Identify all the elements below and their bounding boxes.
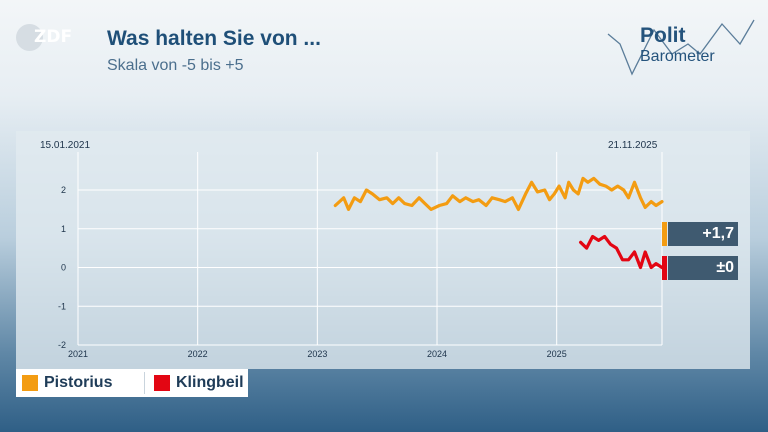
y-tick-label: 1 — [61, 224, 66, 234]
klingbeil-change-badge: ±0 — [668, 256, 738, 280]
pistorius-change-badge: +1,7 — [668, 222, 738, 246]
x-tick-label: 2022 — [188, 349, 208, 359]
y-tick-label: -1 — [58, 301, 66, 311]
chart-legend: Pistorius Klingbeil — [16, 369, 248, 397]
zdf-logo: ZDF — [34, 27, 73, 47]
end-date-label: 21.11.2025 — [608, 140, 658, 151]
y-tick-label: -2 — [58, 340, 66, 350]
chart-title: Was halten Sie von ... — [107, 27, 321, 50]
brand-polit: Polit — [640, 24, 686, 47]
brand-barometer: Barometer — [640, 48, 715, 65]
start-date-label: 15.01.2021 — [40, 140, 91, 151]
series-line-pistorius — [333, 176, 664, 211]
legend-swatch-klingbeil — [154, 375, 170, 391]
legend-divider — [144, 372, 145, 394]
legend-label-klingbeil: Klingbeil — [176, 374, 244, 391]
legend-swatch-pistorius — [22, 375, 38, 391]
y-tick-label: 0 — [61, 263, 66, 273]
politbarometer-logo-graphic — [607, 19, 755, 76]
x-tick-label: 2025 — [547, 349, 567, 359]
klingbeil-change-bar — [662, 256, 667, 280]
x-tick-label: 2023 — [307, 349, 327, 359]
y-tick-label: 2 — [61, 185, 66, 195]
zdf-logo-circle — [16, 24, 43, 51]
series-line-klingbeil — [578, 234, 664, 270]
pistorius-change-bar — [662, 222, 667, 246]
chart-panel — [16, 131, 750, 369]
chart-subtitle: Skala von -5 bis +5 — [107, 57, 244, 74]
x-tick-label: 2021 — [68, 349, 88, 359]
legend-label-pistorius: Pistorius — [44, 374, 113, 391]
x-tick-label: 2024 — [427, 349, 447, 359]
